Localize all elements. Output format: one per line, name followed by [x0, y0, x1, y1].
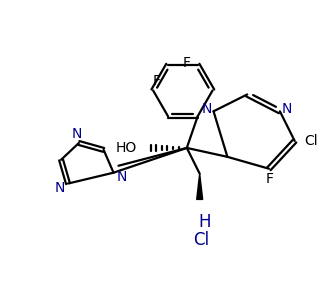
Text: N: N	[282, 102, 292, 116]
Text: H: H	[198, 213, 211, 231]
Text: F: F	[183, 56, 191, 70]
Text: HO: HO	[116, 141, 137, 155]
Text: N: N	[55, 180, 65, 194]
Text: N: N	[116, 170, 127, 184]
Text: Cl: Cl	[194, 231, 210, 249]
Text: N: N	[72, 127, 82, 141]
Text: F: F	[266, 172, 274, 186]
Text: F: F	[153, 74, 161, 88]
Text: N: N	[201, 102, 212, 116]
Polygon shape	[197, 174, 203, 200]
Text: Cl: Cl	[304, 134, 317, 148]
